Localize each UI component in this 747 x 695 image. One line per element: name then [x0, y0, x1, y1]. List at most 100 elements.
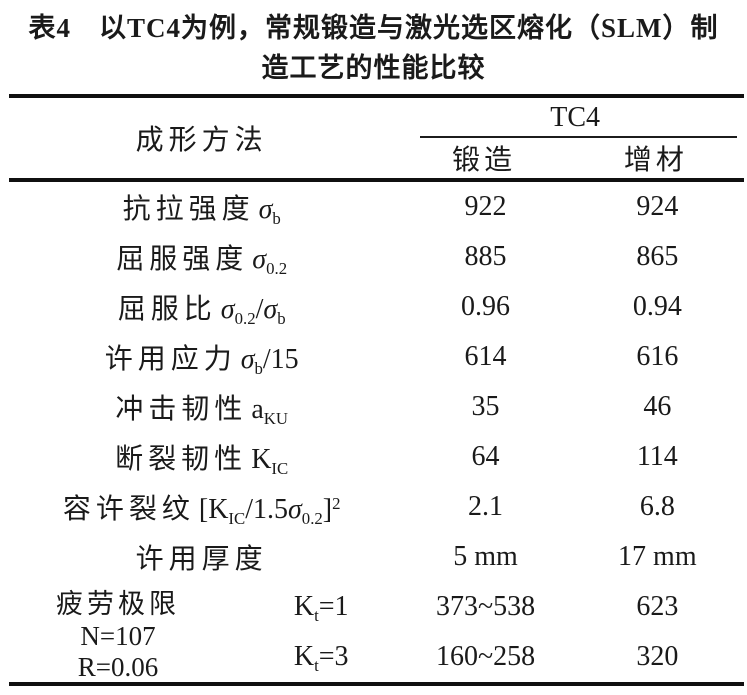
table-row-allowable-thickness: 许用厚度 5 mm 17 mm — [0, 532, 747, 582]
formula-subscript: t — [314, 655, 319, 675]
forging-value: 885 — [464, 241, 507, 272]
fatigue-limit-header: 疲劳极限 N=107 R=0.06 — [38, 582, 198, 682]
table-row-yield-strength: 屈服强度 σ0.2 885 865 — [0, 232, 747, 282]
yield-ratio-formula: σ0.2/σb — [220, 294, 286, 328]
formula-subscript: IC — [228, 508, 246, 528]
formula-tail: /15 — [262, 344, 299, 375]
header-col-forging: 锻造 — [452, 145, 517, 176]
formula-subscript: b — [272, 208, 281, 228]
fatigue-ratio-label: R=0.06 — [77, 652, 159, 682]
formula-subscript: t — [314, 605, 319, 625]
formula-symbol: K — [293, 641, 315, 672]
formula-symbol: σ — [252, 244, 267, 275]
row-label: 屈服强度 σ0.2 — [0, 237, 403, 277]
forging-value: 614 — [464, 341, 507, 372]
additive-value: 0.94 — [632, 291, 682, 322]
table-row-fatigue-kt1: Kt=1 373~538 623 — [0, 582, 747, 632]
row-label: 许用厚度 — [0, 537, 403, 577]
allowable-stress-formula: σb/15 — [240, 344, 299, 378]
table-body: 抗拉强度 σb 922 924 屈服强度 σ0.2 885 865 屈服比 σ0.2/… — [0, 182, 747, 682]
allowable-crack-formula: [KIC/1.5σ0.2]2 — [198, 493, 341, 528]
header-col-additive: 增材 — [623, 145, 688, 176]
formula-close: ] — [322, 494, 333, 525]
additive-value: 17 mm — [618, 541, 697, 572]
additive-value: 6.8 — [639, 491, 675, 522]
additive-value: 623 — [636, 591, 679, 622]
forging-value: 0.96 — [461, 291, 511, 322]
formula-symbol: σ — [240, 344, 255, 375]
table-header: 成形方法 TC4 锻造 增材 — [0, 98, 747, 178]
formula-superscript: 2 — [332, 493, 341, 513]
row-label-text: 抗拉强度 — [122, 194, 255, 225]
table-row-fatigue-kt3: Kt=3 160~258 320 — [0, 632, 747, 682]
row-label-text: 许用厚度 — [135, 544, 268, 575]
additive-value: 865 — [636, 241, 679, 272]
additive-value: 616 — [636, 341, 679, 372]
formula-subscript: b — [277, 308, 286, 328]
additive-value: 924 — [636, 191, 679, 222]
row-label-text: 容许裂纹 — [62, 494, 195, 525]
header-method-label: 成形方法 — [135, 125, 268, 156]
table-caption: 表4 以TC4为例，常规锻造与激光选区熔化（SLM）制 造工艺的性能比较 — [0, 0, 747, 88]
table-bottom-rule — [9, 682, 744, 686]
row-label-text: 冲击韧性 — [115, 394, 248, 425]
row-label: 冲击韧性 aKU — [0, 387, 403, 427]
formula-symbol: σ — [263, 294, 278, 325]
formula-subscript: 0.2 — [301, 508, 323, 528]
table-caption-line2: 造工艺的性能比较 — [261, 53, 486, 83]
formula-subscript: b — [254, 358, 263, 378]
formula-equals: =3 — [318, 641, 349, 672]
formula-symbol: σ — [258, 194, 273, 225]
tc4-sub-rule — [420, 136, 737, 138]
forging-value: 5 mm — [453, 541, 518, 572]
row-label: 许用应力 σb/15 — [0, 337, 403, 377]
formula-equals: =1 — [318, 591, 349, 622]
row-label-text: 断裂韧性 — [115, 444, 248, 475]
fatigue-limit-label: 疲劳极限 — [56, 589, 180, 619]
table-row-yield-ratio: 屈服比 σ0.2/σb 0.96 0.94 — [0, 282, 747, 332]
formula-mid: /1.5 — [245, 494, 288, 525]
header-group-tc4: TC4 锻造 增材 — [403, 98, 747, 178]
additive-value: 114 — [636, 441, 678, 472]
formula-symbol: K — [293, 591, 315, 622]
kic-formula: KIC — [251, 444, 289, 478]
row-label-text: 屈服强度 — [116, 244, 249, 275]
forging-value: 35 — [471, 391, 500, 422]
table-row-tensile-strength: 抗拉强度 σb 922 924 — [0, 182, 747, 232]
forging-value: 2.1 — [468, 491, 504, 522]
forging-value: 64 — [471, 441, 500, 472]
kt1-formula: Kt=1 — [239, 591, 403, 625]
formula-subscript: 0.2 — [234, 308, 256, 328]
forging-value: 373~538 — [435, 591, 536, 622]
formula-subscript: 0.2 — [266, 258, 288, 278]
formula-symbol: σ — [220, 294, 235, 325]
header-tc4-label: TC4 — [550, 102, 601, 133]
table-row-impact-toughness: 冲击韧性 aKU 35 46 — [0, 382, 747, 432]
table-row-allowable-stress: 许用应力 σb/15 614 616 — [0, 332, 747, 382]
table-caption-line1: 表4 以TC4为例，常规锻造与激光选区熔化（SLM）制 — [28, 13, 719, 43]
fatigue-limit-section: 疲劳极限 N=107 R=0.06 Kt=1 373~538 623 Kt=3 … — [0, 582, 747, 682]
forging-value: 922 — [464, 191, 507, 222]
sigma-b-formula: σb — [258, 194, 281, 228]
formula-subscript: IC — [271, 458, 289, 478]
kt3-formula: Kt=3 — [239, 641, 403, 675]
formula-subscript: KU — [263, 408, 289, 428]
table-row-fracture-toughness: 断裂韧性 KIC 64 114 — [0, 432, 747, 482]
row-label: 断裂韧性 KIC — [0, 437, 403, 477]
row-label-text: 许用应力 — [104, 344, 237, 375]
table-top-rule — [9, 94, 744, 98]
formula-slash: / — [255, 294, 264, 325]
header-bottom-rule — [9, 178, 744, 182]
table-row-allowable-crack: 容许裂纹 [KIC/1.5σ0.2]2 2.1 6.8 — [0, 482, 747, 532]
formula-symbol: a — [251, 394, 264, 425]
fatigue-cycles-label: N=107 — [80, 621, 156, 651]
sigma-02-formula: σ0.2 — [252, 244, 288, 278]
formula-open: [K — [198, 494, 229, 525]
formula-symbol: K — [251, 444, 272, 475]
row-label-text: 屈服比 — [117, 294, 217, 325]
header-subcolumns: 锻造 增材 — [403, 138, 747, 178]
aku-formula: aKU — [251, 394, 289, 428]
row-label: 屈服比 σ0.2/σb — [0, 287, 403, 327]
forging-value: 160~258 — [435, 641, 536, 672]
